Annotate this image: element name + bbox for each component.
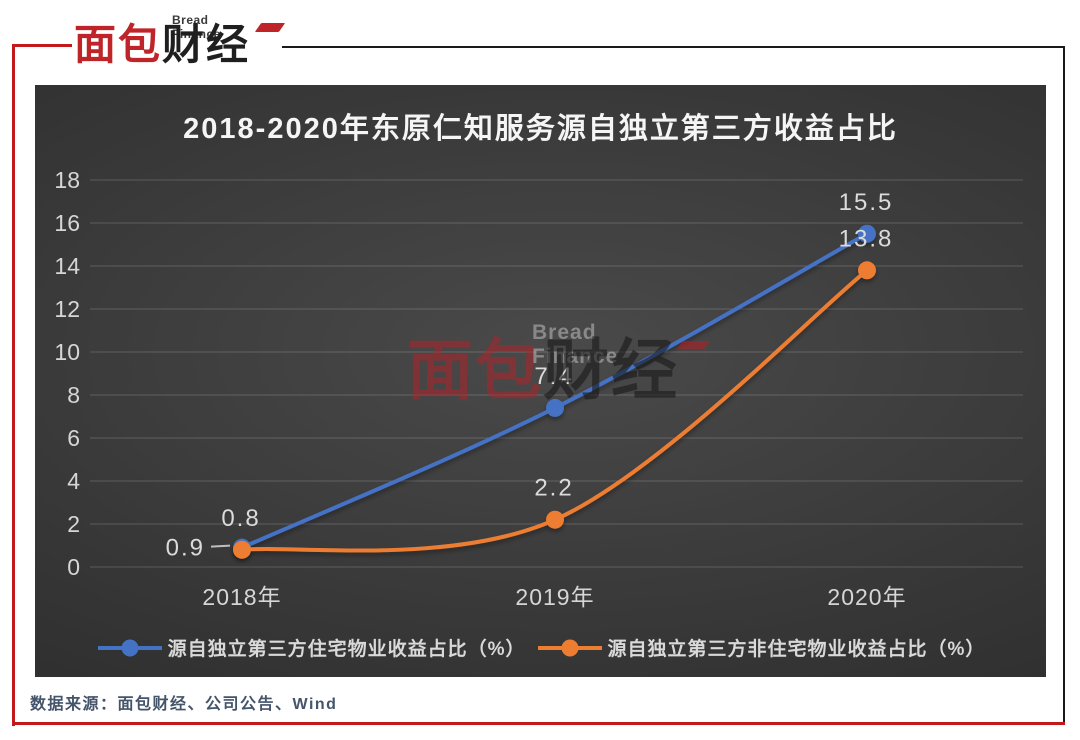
chart-legend: 源自独立第三方住宅物业收益占比（%） 源自独立第三方非住宅物业收益占比（%）: [35, 634, 1046, 661]
x-axis-category-labels: 2018年 2019年 2020年: [202, 584, 906, 610]
gridlines: [90, 179, 1023, 568]
chart-title: 2018-2020年东原仁知服务源自独立第三方收益占比: [183, 113, 898, 145]
data-point-marker: [858, 224, 876, 243]
data-label: 0.8: [221, 505, 260, 532]
y-tick-label: 4: [67, 468, 80, 494]
y-tick-label: 8: [67, 382, 80, 408]
line-chart-plot: 0 2 4 6 8 10 12 14 16 18 2018年 2019年 2020年 0.9 7.4 15.5…: [54, 167, 1023, 610]
frame-left-red-line: [12, 44, 15, 726]
data-label: 0.9: [166, 535, 205, 562]
chart-panel: 2018-2020年东原仁知服务源自独立第三方收益占比 0 2 4 6 8 10 12 14 1…: [35, 85, 1046, 677]
series-line-1: [233, 261, 876, 559]
series-line-0: [233, 224, 876, 557]
data-point-marker: [546, 510, 564, 529]
data-point-marker: [233, 540, 251, 559]
x-category-label: 2019年: [515, 584, 594, 610]
data-label: 7.4: [534, 363, 573, 390]
x-category-label: 2020年: [827, 584, 906, 610]
frame-bottom-red-line: [12, 722, 1065, 725]
frame-top-red-segment: [12, 44, 72, 47]
y-tick-label: 12: [54, 296, 80, 322]
y-axis-tick-labels: 0 2 4 6 8 10 12 14 16 18: [54, 167, 80, 580]
frame-right-black-line: [1063, 46, 1065, 725]
legend-marker-icon: [97, 639, 162, 656]
logo-english-text: Bread Finance: [172, 13, 221, 41]
y-tick-label: 2: [67, 511, 80, 537]
data-label: 2.2: [534, 475, 573, 502]
data-source-text: 数据来源：面包财经、公司公告、Wind: [30, 696, 338, 713]
data-point-marker: [858, 261, 876, 280]
frame-top-black-line: [282, 46, 1064, 48]
y-tick-label: 16: [54, 210, 80, 236]
legend-label: 源自独立第三方住宅物业收益占比（%）: [167, 639, 526, 660]
y-tick-label: 10: [54, 339, 80, 365]
legend-item-1: 源自独立第三方非住宅物业收益占比（%）: [536, 634, 986, 661]
logo-chinese-text: 面包财经: [74, 24, 250, 66]
logo-swoosh-icon: [255, 22, 286, 32]
label-leader-line: [210, 544, 231, 548]
legend-item-0: 源自独立第三方住宅物业收益占比（%）: [96, 634, 526, 661]
logo-cn-red: 面包: [74, 21, 163, 68]
legend-marker-icon: [537, 639, 602, 656]
y-tick-label: 18: [54, 167, 80, 193]
x-category-label: 2018年: [202, 584, 281, 610]
data-label: 15.5: [839, 189, 894, 216]
y-tick-label: 14: [54, 253, 80, 279]
bread-finance-logo: Bread Finance 面包财经: [72, 4, 286, 74]
y-tick-label: 6: [67, 425, 80, 451]
data-point-marker: [546, 398, 564, 417]
y-tick-label: 0: [67, 554, 80, 580]
legend-label: 源自独立第三方非住宅物业收益占比（%）: [607, 639, 986, 660]
data-labels: 0.9 7.4 15.5 0.8 2.2 13.8: [166, 189, 894, 562]
logo-cn-dark: 财经: [162, 21, 251, 68]
data-label: 13.8: [839, 225, 894, 252]
